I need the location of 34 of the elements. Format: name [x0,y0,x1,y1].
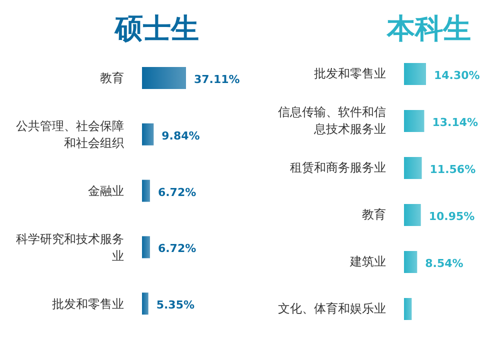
data-label: 10.95% [428,210,475,223]
chart-title: 硕士生 [113,11,200,47]
y-tick-label: 批发和零售业 [314,66,386,80]
y-tick-label: 教育 [100,71,124,86]
data-label: 6.72% [158,186,196,199]
y-tick-label: 批发和零售业 [52,296,124,311]
data-label: 8.54% [425,257,464,270]
y-tick-label: 租赁和商务服务业 [290,160,386,174]
chart-title: 本科生 [386,11,472,47]
data-label: 13.14% [432,116,478,129]
y-tick-label: 金融业 [88,184,124,198]
data-label: 6.72% [158,242,196,256]
bar [142,292,148,315]
bar [142,123,154,146]
bar [142,67,186,89]
data-label: 37.11% [194,73,240,86]
bar [404,298,412,320]
bar [404,157,422,179]
bar [404,204,421,226]
bar [404,251,418,273]
y-tick-label: 文化、体育和娱乐业 [278,302,386,316]
y-tick-label: 信息传输、软件和信息技术服务业 [278,105,386,136]
data-label: 14.30% [434,69,480,82]
y-tick-label: 科学研究和技术服务业 [16,232,124,263]
y-tick-label: 公共管理、社会保障和社会组织 [16,119,124,150]
bar [404,110,424,132]
data-label: 5.35% [156,298,195,312]
bar [142,236,150,258]
y-tick-label: 教育 [362,208,386,222]
bar [404,63,426,85]
data-label: 9.84% [162,129,200,142]
data-label: 11.56% [430,163,476,176]
y-tick-label: 建筑业 [349,254,386,268]
bar [142,180,150,202]
